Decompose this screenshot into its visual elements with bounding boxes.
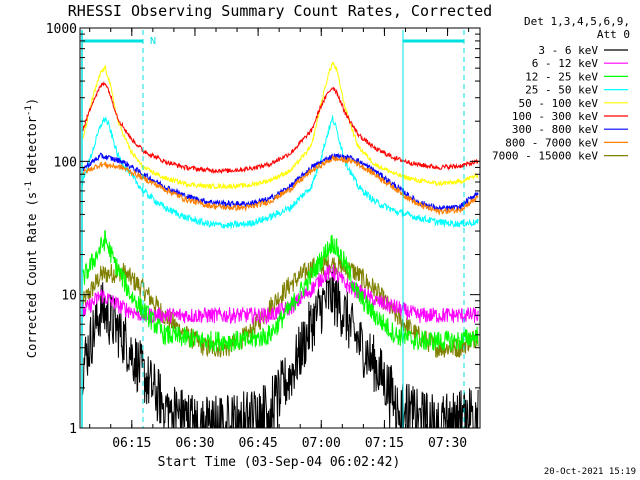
y-axis-label: Corrected Count Rate (s-1 detector-1) — [24, 98, 39, 358]
y-label-sup2: -1 — [24, 105, 34, 116]
legend-label-9: 7000 - 15000 keV — [492, 150, 598, 163]
y-label-mid: detector — [25, 116, 39, 181]
y-tick-label: 1 — [69, 422, 77, 437]
x-tick-label: 06:30 — [175, 436, 214, 451]
x-axis-label: Start Time (03-Sep-04 06:02:42) — [158, 455, 401, 470]
series-line-3 — [82, 230, 479, 353]
y-tick-label: 10 — [61, 289, 77, 304]
series-line-9 — [82, 255, 479, 359]
legend-header-line2: Att 0 — [597, 28, 630, 41]
overlay-layer: N — [81, 30, 465, 428]
legend-label-2: 6 - 12 keV — [532, 57, 599, 70]
series-line-4 — [82, 115, 479, 229]
x-tick-label: 06:15 — [112, 436, 151, 451]
y-label-end: ) — [25, 98, 39, 105]
plot-frame — [79, 27, 481, 429]
chart-title: RHESSI Observing Summary Count Rates, Co… — [68, 2, 492, 20]
legend-label-6: 100 - 300 keV — [512, 110, 598, 123]
series-line-8 — [82, 155, 479, 216]
flag-label: N — [150, 36, 156, 47]
x-tick-label: 07:00 — [302, 436, 341, 451]
footer-timestamp: 20-Oct-2021 15:19 — [544, 467, 636, 477]
x-tick-label: 06:45 — [239, 436, 278, 451]
legend-label-7: 300 - 800 keV — [512, 123, 598, 136]
series-line-6 — [82, 81, 479, 175]
y-label-main: Corrected Count Rate (s — [25, 192, 39, 358]
legend-label-8: 800 - 7000 keV — [505, 136, 598, 149]
series-line-7 — [82, 152, 479, 212]
legend-label-4: 25 - 50 keV — [525, 84, 598, 97]
series-line-5 — [82, 61, 479, 190]
x-tick-label: 07:15 — [365, 436, 404, 451]
y-label-sup1: -1 — [24, 181, 34, 192]
legend-label-1: 3 - 6 keV — [538, 44, 598, 57]
legend-label-3: 12 - 25 keV — [525, 70, 598, 83]
y-tick-label: 1000 — [46, 22, 77, 37]
x-tick-label: 07:30 — [428, 436, 467, 451]
axis-layer: 1 10 100 1000 06:15 06:30 06:45 07:00 07:15 07:30 — [46, 22, 480, 451]
legend-label-5: 50 - 100 keV — [519, 97, 599, 110]
series-line-1 — [82, 266, 479, 429]
y-tick-label: 100 — [54, 155, 77, 170]
series-layer — [82, 61, 479, 429]
legend-header-line1: Det 1,3,4,5,6,9, — [524, 15, 630, 28]
